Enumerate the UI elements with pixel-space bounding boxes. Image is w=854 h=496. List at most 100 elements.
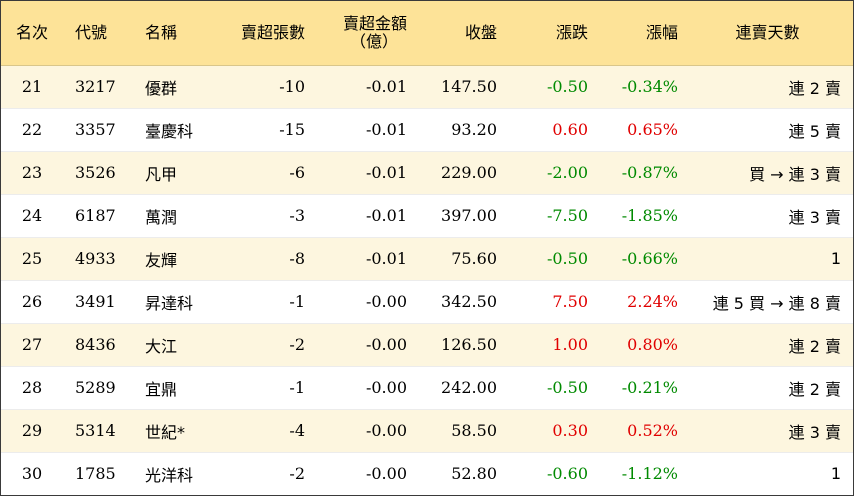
cell-change-pct: -1.85%	[596, 193, 686, 237]
table-row[interactable]: 25 4933 友輝 -8 -0.01 75.60 -0.50 -0.66% 1	[1, 236, 853, 280]
cell-change-pct: -0.34%	[621, 77, 678, 96]
cell-change-pct: -1.12%	[596, 451, 686, 495]
cell-rank: 24	[1, 193, 63, 237]
cell-code[interactable]: 5314	[63, 408, 133, 452]
cell-rank: 25	[1, 236, 63, 280]
cell-net-lots: -3	[219, 193, 313, 237]
header-net-lots[interactable]: 賣超張數	[219, 1, 313, 66]
cell-change-pct: 2.24%	[596, 279, 686, 323]
table-row[interactable]: 24 6187 萬潤 -3 -0.01 397.00 -7.50 -1.85% 連 3 賣	[1, 193, 853, 237]
cell-change: -0.50	[546, 77, 588, 96]
cell-change: 0.60	[505, 107, 596, 151]
cell-change: -7.50	[505, 193, 596, 237]
cell-net-lots: -1	[219, 365, 313, 409]
cell-net-lots: -10	[279, 77, 305, 96]
cell-rank: 30	[1, 451, 63, 495]
cell-name[interactable]: 宜鼎	[133, 365, 219, 409]
table-row[interactable]: 27 8436 大江 -2 -0.00 126.50 1.00 0.80% 連 2 賣	[1, 322, 853, 366]
cell-net-amount: -0.01	[313, 193, 415, 237]
table-row[interactable]: 28 5289 宜鼎 -1 -0.00 242.00 -0.50 -0.21% 連 2 賣	[1, 365, 853, 409]
header-change-pct[interactable]: 漲幅	[596, 1, 686, 66]
table-body: 21 3217 優群 -10 -0.01 147.50 -0.50 -0.34% 連 2 賣 22…	[1, 65, 853, 495]
cell-close: 229.00	[415, 150, 505, 194]
cell-net-lots: -2	[219, 322, 313, 366]
table-row[interactable]: 29 5314 世紀* -4 -0.00 58.50 0.30 0.52% 連 3 賣	[1, 408, 853, 452]
cell-rank: 27	[1, 322, 63, 366]
cell-close: 342.50	[415, 279, 505, 323]
header-net-amount-unit: （億）	[349, 31, 398, 51]
cell-change: -2.00	[505, 150, 596, 194]
cell-name[interactable]: 光洋科	[133, 451, 219, 495]
cell-net-amount: -0.01	[313, 236, 415, 280]
cell-close: 147.50	[441, 77, 497, 96]
cell-net-lots: -6	[219, 150, 313, 194]
cell-close: 93.20	[415, 107, 505, 151]
cell-streak: 連 5 買 → 連 8 賣	[686, 279, 853, 323]
cell-net-amount: -0.00	[313, 451, 415, 495]
cell-net-lots: -8	[219, 236, 313, 280]
header-close[interactable]: 收盤	[415, 1, 505, 66]
cell-rank: 26	[1, 279, 63, 323]
cell-name[interactable]: 友輝	[133, 236, 219, 280]
cell-code[interactable]: 3491	[63, 279, 133, 323]
header-name[interactable]: 名稱	[133, 1, 219, 66]
cell-net-amount: -0.01	[313, 107, 415, 151]
cell-code[interactable]: 6187	[63, 193, 133, 237]
table-row[interactable]: 23 3526 凡甲 -6 -0.01 229.00 -2.00 -0.87% 買 → 連 3 …	[1, 150, 853, 194]
cell-name[interactable]: 大江	[133, 322, 219, 366]
cell-name[interactable]: 臺慶科	[133, 107, 219, 151]
cell-net-amount: -0.00	[313, 408, 415, 452]
cell-net-amount: -0.00	[313, 365, 415, 409]
cell-net-amount: -0.01	[313, 150, 415, 194]
cell-name[interactable]: 萬潤	[133, 193, 219, 237]
cell-code[interactable]: 1785	[63, 451, 133, 495]
cell-net-amount: -0.00	[313, 279, 415, 323]
cell-name[interactable]: 世紀*	[133, 408, 219, 452]
cell-net-amount: -0.00	[313, 322, 415, 366]
cell-name[interactable]: 昇達科	[133, 279, 219, 323]
cell-streak: 1	[686, 451, 853, 495]
header-net-amount-label: 賣超金額	[342, 13, 407, 33]
cell-streak: 連 2 賣	[686, 365, 853, 409]
cell-change: 0.30	[505, 408, 596, 452]
cell-streak: 連 3 賣	[686, 193, 853, 237]
cell-close: 242.00	[415, 365, 505, 409]
cell-code[interactable]: 3217	[75, 77, 116, 96]
cell-rank: 28	[1, 365, 63, 409]
table-row[interactable]: 30 1785 光洋科 -2 -0.00 52.80 -0.60 -1.12% 1	[1, 451, 853, 495]
cell-close: 75.60	[415, 236, 505, 280]
table-row[interactable]: 26 3491 昇達科 -1 -0.00 342.50 7.50 2.24% 連 5 買 → 連…	[1, 279, 853, 323]
header-code[interactable]: 代號	[63, 1, 133, 66]
cell-change-pct: 0.52%	[596, 408, 686, 452]
cell-code[interactable]: 4933	[63, 236, 133, 280]
header-net-amount[interactable]: 賣超金額 （億）	[313, 1, 415, 66]
cell-name[interactable]: 凡甲	[133, 150, 219, 194]
cell-streak: 連 2 賣	[686, 322, 853, 366]
cell-change-pct: -0.87%	[596, 150, 686, 194]
cell-code[interactable]: 5289	[63, 365, 133, 409]
cell-code[interactable]: 3526	[63, 150, 133, 194]
table-row[interactable]: 22 3357 臺慶科 -15 -0.01 93.20 0.60 0.65% 連 5 賣	[1, 107, 853, 151]
header-rank[interactable]: 名次	[1, 1, 63, 66]
cell-change: 1.00	[505, 322, 596, 366]
cell-close: 58.50	[415, 408, 505, 452]
header-streak[interactable]: 連賣天數	[686, 1, 853, 66]
cell-change-pct: -0.66%	[596, 236, 686, 280]
cell-net-lots: -2	[219, 451, 313, 495]
cell-change: 7.50	[505, 279, 596, 323]
cell-code[interactable]: 8436	[63, 322, 133, 366]
cell-change: -0.60	[505, 451, 596, 495]
cell-streak: 連 5 賣	[686, 107, 853, 151]
cell-close: 397.00	[415, 193, 505, 237]
cell-net-lots: -15	[219, 107, 313, 151]
table-row[interactable]: 21 3217 優群 -10 -0.01 147.50 -0.50 -0.34% 連 2 賣	[1, 65, 853, 108]
cell-name[interactable]: 優群	[145, 78, 178, 98]
cell-net-lots: -1	[219, 279, 313, 323]
cell-rank: 23	[1, 150, 63, 194]
cell-code[interactable]: 3357	[63, 107, 133, 151]
header-change[interactable]: 漲跌	[505, 1, 596, 66]
cell-change: -0.50	[505, 236, 596, 280]
cell-net-amount: -0.01	[365, 77, 407, 96]
